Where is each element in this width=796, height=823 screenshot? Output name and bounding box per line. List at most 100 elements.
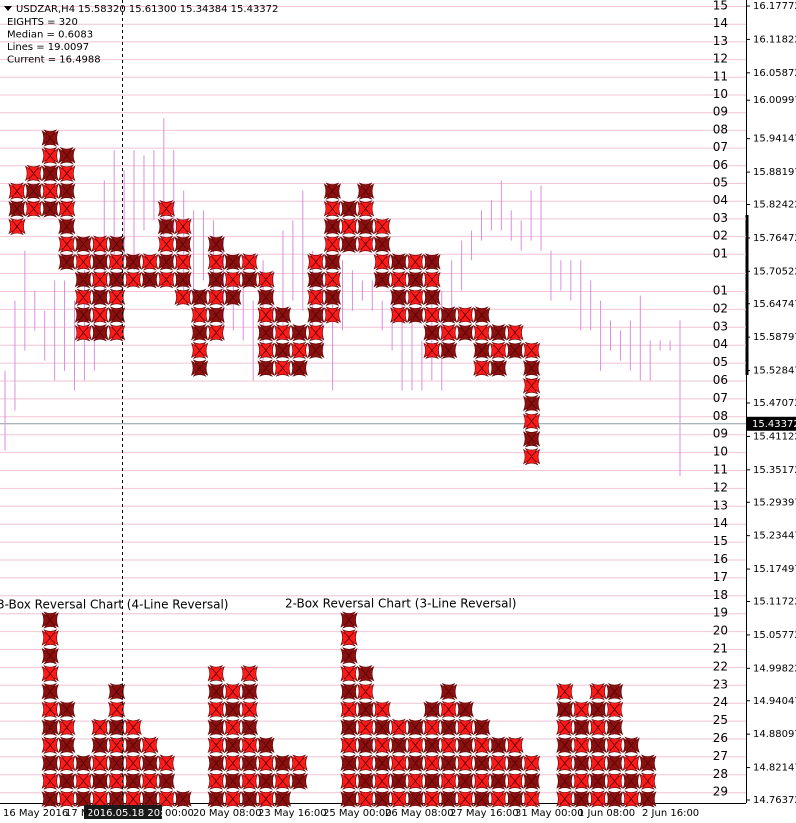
pf-box — [439, 790, 458, 808]
level-label: 02 — [713, 229, 728, 243]
pf-box — [224, 270, 242, 289]
y-tick-label: 15.05772 — [753, 630, 796, 641]
pf-box — [58, 253, 76, 271]
pf-box — [157, 217, 176, 236]
pf-box — [390, 288, 408, 307]
level-label: 10 — [713, 87, 728, 101]
level-label: 05 — [713, 176, 728, 190]
pf-box — [207, 664, 225, 683]
pf-column — [356, 664, 375, 808]
pf-box — [489, 323, 508, 342]
y-tick-label: 15.17497 — [753, 564, 796, 575]
pf-box — [406, 754, 425, 772]
axis: 16.17772 16.11822 16.05872 16.00997 15.94147… — [3, 0, 796, 819]
pf-column — [373, 217, 391, 289]
pf-box — [58, 754, 76, 772]
pf-column — [489, 323, 508, 377]
pf-box — [207, 772, 225, 790]
level-label: 19 — [713, 606, 728, 620]
pf-column — [257, 736, 275, 808]
pf-box — [356, 736, 375, 755]
pf-box — [489, 736, 508, 755]
pf-box — [572, 772, 591, 790]
pf-column — [124, 718, 142, 808]
pf-box — [506, 341, 524, 360]
pf-box — [522, 790, 541, 808]
pf-box — [141, 736, 159, 755]
pf-box — [240, 718, 259, 737]
pf-box — [41, 129, 59, 147]
level-label: 07 — [713, 140, 728, 154]
pf-box — [390, 306, 408, 324]
y-tick-label: 15.58797 — [753, 332, 796, 343]
pf-box — [522, 447, 541, 466]
level-label: 24 — [713, 695, 728, 709]
pf-box — [41, 611, 59, 629]
pf-box — [41, 146, 59, 165]
y-tick-label: 15.47072 — [753, 398, 796, 409]
pf-box — [572, 718, 591, 737]
pf-box — [190, 306, 209, 324]
pf-box — [273, 790, 292, 808]
pf-box — [556, 700, 574, 719]
pf-box — [190, 323, 209, 342]
pf-column — [473, 306, 491, 377]
pf-box — [323, 235, 342, 253]
level-label: 18 — [713, 588, 728, 602]
pf-box — [58, 217, 76, 236]
pf-box — [522, 772, 541, 790]
pf-box — [257, 341, 275, 360]
pf-box — [340, 682, 358, 701]
pf-box — [323, 270, 342, 289]
pf-box — [41, 182, 59, 200]
pf-box — [224, 736, 242, 755]
pf-box — [290, 341, 308, 360]
pf-box — [572, 700, 591, 719]
pf-column — [439, 682, 458, 808]
pf-box — [273, 754, 292, 772]
x-tick-label: 17 M — [65, 808, 90, 819]
pf-box — [589, 682, 607, 701]
pf-box — [74, 288, 93, 307]
y-tick-label: 16.05872 — [753, 68, 796, 79]
pf-column — [58, 700, 76, 808]
level-label: 09 — [713, 105, 728, 119]
pf-box — [605, 700, 624, 719]
pf-box — [489, 359, 508, 377]
pf-box — [439, 772, 458, 790]
pf-box — [141, 772, 159, 790]
pf-box — [91, 270, 109, 289]
pf-box — [107, 718, 126, 737]
pf-box — [423, 323, 441, 342]
pf-box — [307, 323, 325, 342]
pf-column — [622, 736, 640, 808]
y-tick-label: 14.82147 — [753, 763, 796, 774]
pf-box — [124, 772, 142, 790]
dropdown-icon[interactable] — [4, 6, 12, 11]
pf-box — [605, 682, 624, 701]
pf-box — [273, 323, 292, 342]
pf-box — [323, 253, 342, 271]
pf-column — [406, 718, 425, 808]
pf-box — [323, 200, 342, 218]
pf-box — [522, 394, 541, 413]
pf-box — [439, 341, 458, 360]
pf-box — [456, 790, 474, 808]
pf-box — [174, 288, 192, 307]
pf-box — [157, 772, 176, 790]
pf-box — [174, 235, 192, 253]
pf-box — [207, 754, 225, 772]
pf-box — [107, 306, 126, 324]
pf-column — [124, 253, 142, 289]
pf-box — [207, 288, 225, 307]
pf-box — [107, 323, 126, 342]
pf-box — [456, 754, 474, 772]
pf-box — [224, 754, 242, 772]
pf-box — [157, 270, 176, 289]
pf-box — [473, 754, 491, 772]
pf-box — [107, 682, 126, 701]
x-tick-label: 27 May 16:00 — [450, 808, 519, 819]
pf-box — [423, 790, 441, 808]
level-label: 08 — [713, 409, 728, 423]
level-label: 05 — [713, 355, 728, 369]
